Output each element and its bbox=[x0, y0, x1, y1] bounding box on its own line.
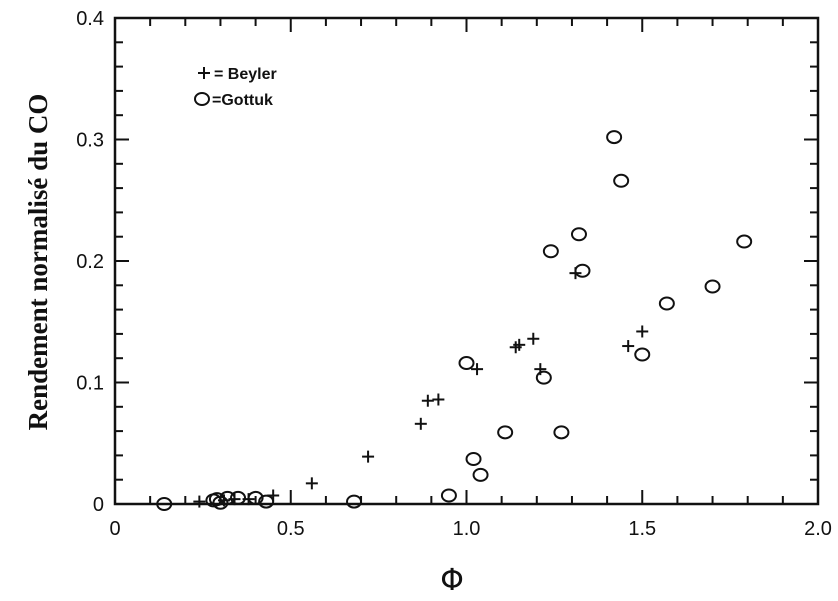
gottuk-point bbox=[156, 497, 173, 511]
gottuk-point bbox=[553, 425, 570, 440]
beyler-point bbox=[622, 340, 635, 353]
gottuk-point bbox=[219, 490, 236, 505]
beyler-point bbox=[513, 338, 526, 351]
beyler-point bbox=[432, 393, 445, 406]
plot-frame bbox=[113, 16, 820, 506]
gottuk-point bbox=[570, 227, 587, 242]
gottuk-point bbox=[208, 492, 225, 507]
gottuk-point bbox=[736, 234, 753, 249]
y-tick-label: 0.2 bbox=[76, 251, 104, 273]
gottuk-point bbox=[634, 347, 651, 362]
x-tick-label: 2.0 bbox=[804, 518, 832, 540]
gottuk-point bbox=[465, 452, 482, 467]
beyler-point bbox=[193, 495, 206, 508]
gottuk-point bbox=[230, 490, 247, 505]
gottuk-point bbox=[542, 244, 559, 259]
legend-beyler-label: = Beyler bbox=[214, 66, 277, 83]
gottuk-point bbox=[247, 490, 264, 505]
axis-ticks bbox=[114, 17, 819, 505]
gottuk-point bbox=[458, 356, 475, 371]
beyler-point bbox=[636, 325, 649, 338]
x-tick-label: 1.0 bbox=[453, 518, 481, 540]
legend-beyler-marker bbox=[198, 67, 210, 79]
x-tick-label: 1.5 bbox=[628, 518, 656, 540]
gottuk-point bbox=[497, 425, 514, 440]
beyler-point bbox=[471, 363, 484, 376]
y-tick-label: 0 bbox=[93, 494, 104, 516]
legend-circle-marker bbox=[194, 92, 210, 106]
legend-gottuk-marker bbox=[194, 92, 210, 106]
x-tick-labels: 0 0.5 1.0 1.5 2.0 bbox=[109, 518, 831, 540]
gottuk-point bbox=[346, 494, 363, 509]
gottuk-point bbox=[535, 370, 552, 385]
beyler-point bbox=[421, 394, 434, 407]
y-axis-label: Rendement normalisé du CO bbox=[23, 94, 53, 431]
gottuk-point bbox=[574, 263, 591, 278]
gottuk-point bbox=[258, 494, 275, 509]
gottuk-point bbox=[613, 173, 630, 188]
y-tick-label: 0.3 bbox=[76, 130, 104, 152]
legend-plus-marker bbox=[198, 67, 210, 79]
legend: = Beyler =Gottuk bbox=[194, 66, 277, 109]
gottuk-point bbox=[658, 296, 675, 311]
beyler-point bbox=[305, 477, 318, 490]
x-axis-label: Φ bbox=[440, 563, 464, 598]
gottuk-point bbox=[606, 130, 623, 145]
x-tick-label: 0.5 bbox=[277, 518, 305, 540]
gottuk-point bbox=[704, 279, 721, 294]
gottuk-point bbox=[440, 488, 457, 503]
x-tick-label: 0 bbox=[109, 518, 120, 540]
beyler-point bbox=[414, 417, 427, 430]
y-tick-label: 0.4 bbox=[76, 8, 104, 30]
y-tick-label: 0.1 bbox=[76, 373, 104, 395]
beyler-point bbox=[527, 332, 540, 345]
gottuk-point bbox=[472, 467, 489, 482]
legend-gottuk-label: =Gottuk bbox=[212, 92, 273, 109]
data-points bbox=[156, 130, 753, 511]
y-tick-labels: 0 0.1 0.2 0.3 0.4 bbox=[76, 8, 104, 516]
beyler-point bbox=[362, 450, 375, 463]
